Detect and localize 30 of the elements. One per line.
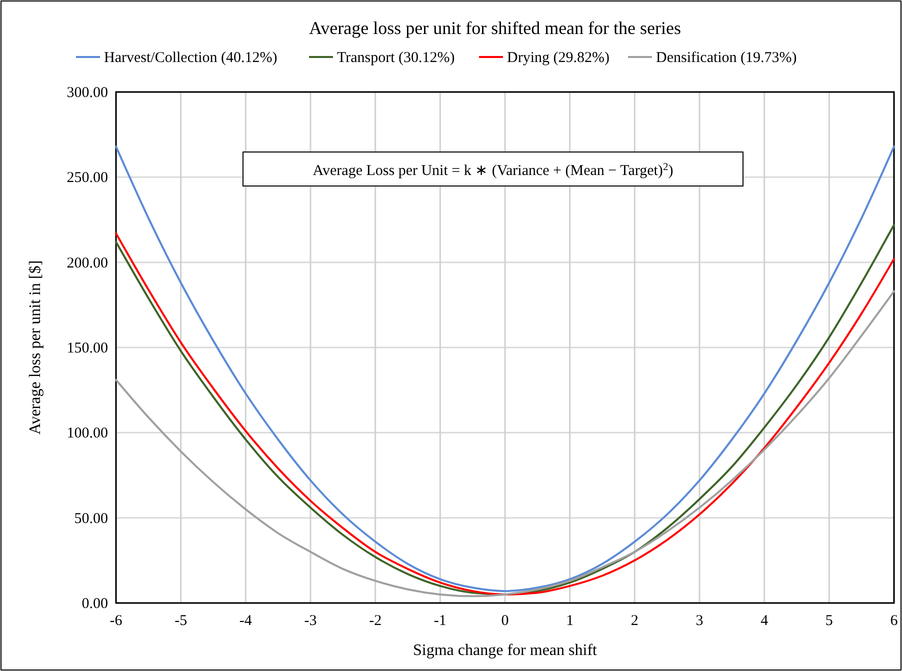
x-tick-label: 0 xyxy=(501,613,509,629)
chart-title: Average loss per unit for shifted mean for the series xyxy=(308,18,682,38)
x-tick-label: 6 xyxy=(890,613,898,629)
x-tick-label: -2 xyxy=(369,613,382,629)
x-tick-label: 3 xyxy=(696,613,704,629)
legend-label: Transport (30.12%) xyxy=(337,50,455,66)
legend-label: Densification (19.73%) xyxy=(656,50,797,66)
x-axis-title: Sigma change for mean shift xyxy=(413,642,598,659)
y-tick-label: 200.00 xyxy=(66,255,108,272)
x-tick-label: -4 xyxy=(239,613,252,629)
line-series xyxy=(115,290,895,598)
x-tick-label: 5 xyxy=(825,613,833,629)
x-tick-label: -1 xyxy=(434,613,446,629)
y-tick-label: 250.00 xyxy=(66,170,108,186)
x-tick-label: 4 xyxy=(760,613,769,629)
y-tick-label: 100.00 xyxy=(66,426,108,442)
x-tick-label: -3 xyxy=(304,613,317,629)
y-tick-label: 150.00 xyxy=(66,340,108,356)
y-axis-title: Average loss per unit in [$] xyxy=(27,260,44,435)
x-tick-label: 1 xyxy=(566,613,574,629)
x-tick-label: -5 xyxy=(174,613,188,629)
y-tick-label: 0.00 xyxy=(82,596,108,612)
y-tick-label: 50.00 xyxy=(74,510,108,527)
y-tick-label: 300.00 xyxy=(66,85,108,101)
legend-label: Drying (29.82%) xyxy=(507,50,610,66)
annotation: Average Loss per Unit = k ∗ (Variance + (Mean − Target)$^{2}$) xyxy=(312,162,674,179)
x-tick-label: -6 xyxy=(110,613,123,629)
x-tick-label: 2 xyxy=(630,613,638,629)
line-series xyxy=(115,146,895,592)
legend-label: Harvest/Collection (40.12%) xyxy=(104,50,278,66)
